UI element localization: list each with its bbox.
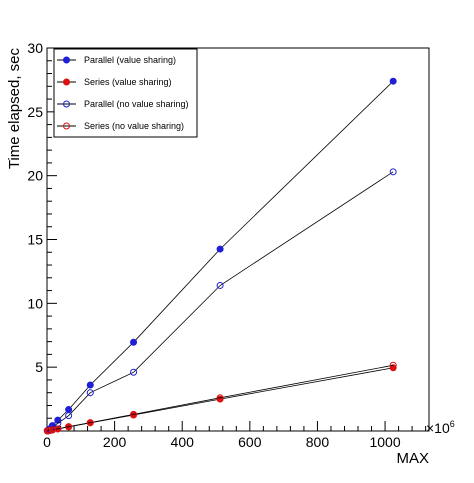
data-point	[65, 406, 73, 414]
data-point	[389, 168, 397, 176]
y-tick-label: 10	[27, 295, 43, 311]
data-point	[65, 412, 73, 420]
data-point	[54, 425, 62, 433]
data-point	[54, 419, 62, 427]
x-axis-title: MAX	[396, 450, 429, 467]
data-point	[130, 410, 138, 418]
x-tick-label: 1000	[369, 434, 400, 450]
y-tick-label: 20	[27, 168, 43, 184]
data-point	[65, 423, 73, 431]
legend-label: Parallel (no value sharing)	[84, 99, 189, 109]
data-point	[389, 77, 397, 85]
x-axis-multiplier: ×106	[426, 419, 455, 436]
y-tick-label: 25	[27, 104, 43, 120]
legend-label: Series (value sharing)	[84, 77, 172, 87]
data-point	[86, 381, 94, 389]
legend-marker	[63, 100, 70, 108]
legend-marker	[63, 122, 70, 130]
legend: Parallel (value sharing) Series (value sh…	[53, 48, 198, 138]
series-layer	[43, 77, 397, 435]
y-tick-label: 30	[27, 40, 43, 56]
x-tick-label: 400	[171, 434, 195, 450]
series-line	[47, 171, 394, 432]
y-axis-title: Time elapsed, sec	[6, 48, 23, 170]
legend-box	[53, 48, 198, 138]
data-point	[216, 281, 224, 289]
x-tick-label: 800	[306, 434, 330, 450]
data-point	[130, 338, 138, 346]
legend-label: Parallel (value sharing)	[84, 55, 176, 65]
x-tick-label: 600	[238, 434, 262, 450]
legend-marker	[63, 78, 70, 86]
axes-layer: 0 200 400 600 800 1000 5 10 15 20 25 30	[27, 40, 427, 450]
data-point	[86, 419, 94, 427]
x-tick-label: 0	[43, 434, 51, 450]
legend-marker	[63, 56, 70, 64]
series-line	[47, 364, 394, 432]
legend-label: Series (no value sharing)	[84, 121, 184, 131]
data-point	[130, 368, 138, 376]
data-point	[46, 426, 54, 434]
x-tick-label: 200	[103, 434, 127, 450]
y-tick-label: 15	[27, 232, 43, 248]
data-point	[389, 361, 397, 369]
data-point	[216, 245, 224, 253]
data-point	[216, 394, 224, 402]
data-point	[86, 389, 94, 397]
y-tick-label: 5	[35, 359, 43, 375]
